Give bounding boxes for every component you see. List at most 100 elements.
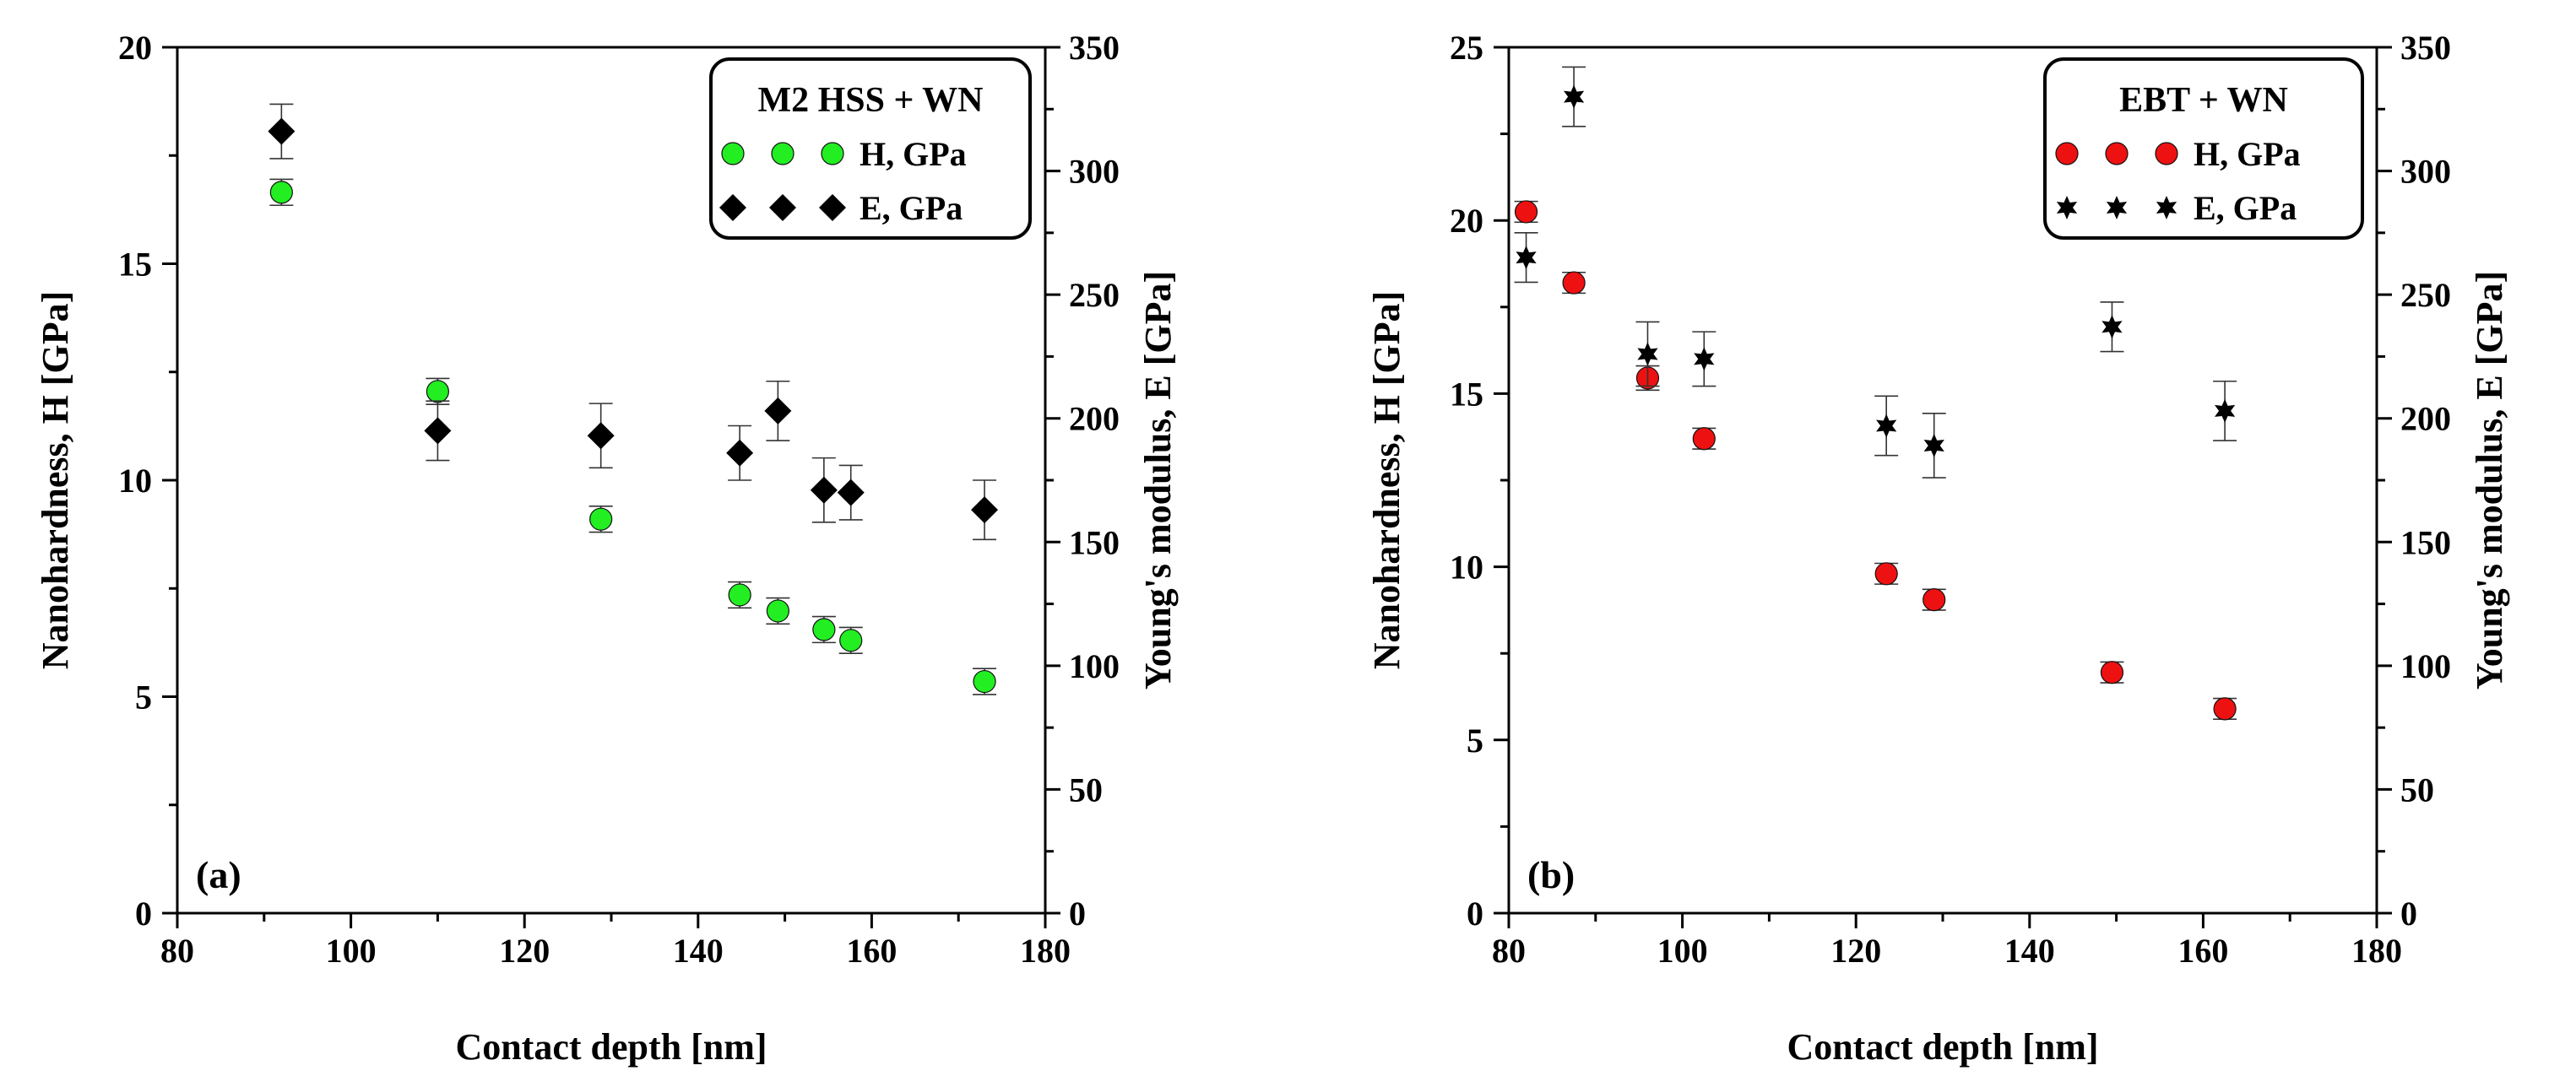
legend-label: H, GPa — [2194, 135, 2301, 173]
y-right-axis-title: Young's modulus, E [GPa] — [1137, 271, 1179, 690]
legend-label: E, GPa — [2194, 189, 2297, 227]
y-right-axis-title: Young's modulus, E [GPa] — [2469, 271, 2510, 690]
series-hardness — [1514, 200, 2237, 721]
y-right-tick-label: 300 — [2400, 153, 2451, 191]
legend-marker — [721, 142, 745, 165]
y-right-tick-label: 350 — [1069, 29, 1120, 67]
data-point — [2214, 398, 2236, 423]
legend: M2 HSS + WN H, GPa E, GPa — [709, 57, 1032, 240]
x-tick-label: 180 — [2351, 932, 2402, 970]
data-point — [810, 476, 838, 504]
data-point — [812, 618, 836, 641]
x-tick-label: 160 — [846, 932, 897, 970]
data-point — [424, 417, 452, 445]
x-tick-label: 100 — [1657, 932, 1708, 970]
panel-label: (b) — [1527, 853, 1575, 896]
y-left-tick-label: 5 — [1467, 722, 1483, 760]
data-point — [2213, 697, 2237, 721]
data-point — [837, 479, 865, 506]
data-point — [269, 181, 293, 204]
data-point — [971, 496, 999, 524]
y-left-tick-label: 15 — [1450, 375, 1483, 413]
legend-marker — [719, 194, 746, 221]
legend-marker — [2156, 196, 2177, 219]
legend: EBT + WN H, GPa E, GPa — [2043, 57, 2364, 240]
legend-marker — [2155, 142, 2178, 165]
data-point — [1562, 271, 1586, 295]
legend-box — [2043, 57, 2364, 240]
legend-marker — [2055, 142, 2079, 165]
y-right-tick-label: 50 — [1069, 771, 1103, 808]
series-modulus — [268, 103, 999, 541]
data-point — [1637, 342, 1658, 366]
y-left-tick-label: 25 — [1450, 29, 1483, 67]
legend-marker — [821, 142, 844, 165]
data-point — [1516, 246, 1537, 270]
legend-box — [709, 57, 1032, 240]
panel-b: 80 100 120 140 160 18005101520250501001502002… — [1366, 29, 2510, 1068]
panel-label: (a) — [196, 853, 241, 896]
y-left-tick-label: 5 — [135, 679, 152, 717]
y-right-tick-label: 150 — [2400, 523, 2451, 561]
legend-marker — [2056, 196, 2078, 219]
y-left-tick-label: 10 — [1450, 549, 1483, 587]
y-left-tick-label: 10 — [118, 462, 152, 500]
x-tick-label: 160 — [2177, 932, 2228, 970]
data-point — [839, 629, 863, 652]
legend-marker — [769, 194, 796, 221]
y-right-tick-label: 350 — [2400, 29, 2451, 67]
y-right-tick-label: 50 — [2400, 771, 2434, 808]
legend-marker — [2105, 142, 2129, 165]
data-point — [726, 439, 754, 467]
y-right-tick-label: 250 — [2400, 276, 2451, 314]
legend-title: EBT + WN — [2119, 81, 2288, 120]
y-left-tick-label: 0 — [1467, 895, 1483, 933]
data-point — [1692, 427, 1716, 451]
legend-marker — [819, 194, 846, 221]
x-tick-label: 80 — [1492, 932, 1526, 970]
y-right-tick-label: 0 — [2400, 895, 2417, 933]
data-point — [1876, 414, 1897, 438]
y-right-tick-label: 200 — [2400, 400, 2451, 438]
y-right-tick-label: 300 — [1069, 153, 1120, 191]
y-right-tick-label: 250 — [1069, 276, 1120, 314]
data-point — [1923, 433, 1944, 457]
x-tick-label: 100 — [326, 932, 377, 970]
data-point — [587, 422, 615, 450]
data-point — [1514, 200, 1538, 224]
legend-title: M2 HSS + WN — [757, 81, 983, 120]
data-point — [1923, 587, 1946, 612]
data-point — [728, 583, 751, 607]
legend-label: E, GPa — [860, 189, 963, 227]
x-axis-title: Contact depth [nm] — [1787, 1026, 2098, 1068]
data-point — [766, 599, 789, 623]
panel-a: 80 100 120 140 160 18005101520050100150200250… — [35, 29, 1179, 1068]
data-point — [426, 380, 450, 403]
data-point — [268, 117, 296, 145]
y-left-axis-title: Nanohardness, H [GPa] — [35, 291, 76, 670]
x-tick-label: 120 — [1830, 932, 1881, 970]
legend-marker — [771, 142, 794, 165]
data-point — [973, 669, 996, 694]
y-left-tick-label: 0 — [135, 895, 152, 933]
data-point — [2100, 661, 2124, 684]
data-point — [2101, 315, 2123, 339]
data-point — [1563, 84, 1585, 109]
y-right-tick-label: 100 — [2400, 647, 2451, 685]
data-point — [1694, 347, 1715, 371]
legend-label: H, GPa — [860, 135, 967, 173]
x-axis-title: Contact depth [nm] — [455, 1026, 767, 1068]
x-tick-label: 140 — [673, 932, 724, 970]
x-tick-label: 120 — [499, 932, 550, 970]
y-right-tick-label: 100 — [1069, 647, 1120, 685]
series-hardness — [269, 178, 997, 695]
x-tick-label: 80 — [160, 932, 194, 970]
y-left-tick-label: 15 — [118, 246, 152, 284]
data-point — [1874, 562, 1898, 586]
y-right-tick-label: 200 — [1069, 400, 1120, 438]
x-tick-label: 180 — [1020, 932, 1071, 970]
series-modulus — [1514, 66, 2237, 479]
x-tick-label: 140 — [2004, 932, 2055, 970]
y-right-tick-label: 150 — [1069, 523, 1120, 561]
